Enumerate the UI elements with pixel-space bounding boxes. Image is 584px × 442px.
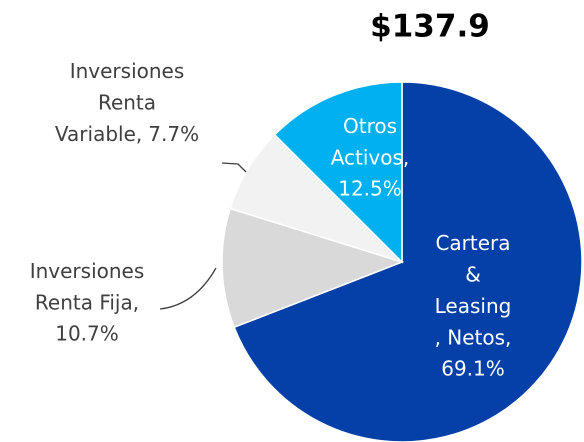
slice-label: , Netos, [435, 325, 512, 349]
slice-label: Leasing [435, 294, 512, 318]
slice-label-line: Variable, [55, 122, 142, 146]
slice-label: & [465, 262, 481, 286]
slice-label-line: Renta Fija, [35, 290, 139, 314]
slice-label-line: , Netos, [435, 325, 512, 349]
pie-slice [233, 81, 583, 442]
slice-label-line: Renta [98, 90, 156, 114]
value-label: 12.5% [338, 177, 402, 201]
slice-label: Inversiones [70, 59, 185, 83]
value-label: 10.7% [55, 322, 119, 346]
value-label: 69.1% [441, 357, 505, 381]
slice-label: Cartera [435, 231, 510, 255]
slice-label: Variable, 7.7% [55, 122, 199, 146]
chart-title: $137.9 [370, 9, 490, 45]
value-label: 7.7% [148, 122, 199, 146]
slice-label: Inversiones [30, 259, 145, 283]
leader-line [221, 162, 247, 173]
slice-label-line: Cartera [435, 231, 510, 255]
slice-label: Otros [343, 114, 397, 138]
slice-label-line: & [465, 262, 481, 286]
pie-slice [273, 81, 403, 264]
slice-label: Renta [98, 90, 156, 114]
slice-label-line: Activos, [331, 145, 410, 169]
slice-label: Activos, [331, 145, 410, 169]
slice-label-line: Otros [343, 114, 397, 138]
pie-slice [221, 207, 405, 329]
slice-label-line: Inversiones [70, 59, 185, 83]
slice-label-line: Inversiones [30, 259, 145, 283]
slice-label-line: Leasing [435, 294, 512, 318]
slice-label: Renta Fija, [35, 290, 139, 314]
leader-line [159, 267, 217, 310]
pie [221, 81, 583, 442]
